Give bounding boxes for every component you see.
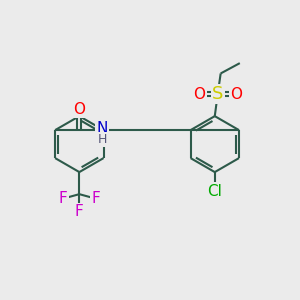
Text: Cl: Cl (207, 184, 222, 199)
Text: S: S (212, 85, 224, 103)
Text: O: O (230, 87, 242, 102)
Text: F: F (91, 191, 100, 206)
Text: F: F (59, 191, 68, 206)
Text: O: O (194, 87, 206, 102)
Text: O: O (73, 102, 85, 117)
Text: N: N (97, 122, 108, 136)
Text: H: H (98, 133, 107, 146)
Text: F: F (75, 204, 84, 219)
